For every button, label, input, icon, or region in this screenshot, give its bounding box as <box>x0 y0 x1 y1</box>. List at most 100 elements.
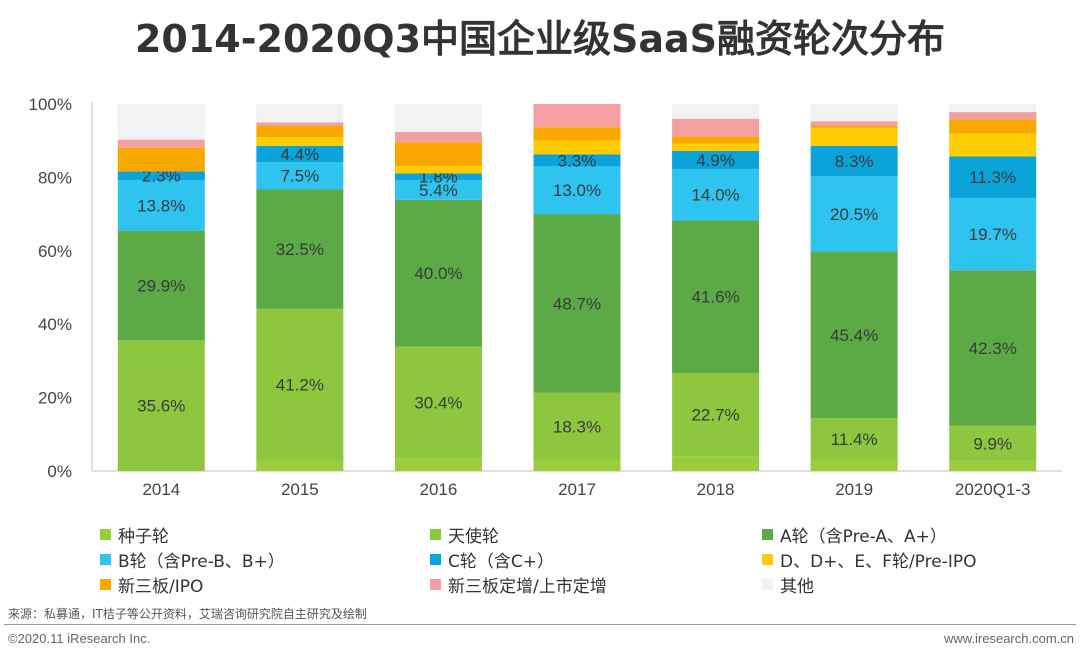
data-label: 35.6% <box>137 397 185 416</box>
bar-segment <box>672 150 760 169</box>
data-label: 29.9% <box>137 276 185 295</box>
bar-segment <box>394 131 482 143</box>
bar-segment <box>672 136 760 144</box>
bar-segment <box>810 145 898 177</box>
y-tick-label: 60% <box>38 242 72 261</box>
legend-item-seed: 种子轮 <box>100 522 169 547</box>
y-tick-label: 80% <box>38 168 72 187</box>
bar-segment <box>949 425 1037 462</box>
bar-segment <box>394 166 482 174</box>
data-label: 3.3% <box>558 151 597 170</box>
data-label: 8.3% <box>835 152 874 171</box>
bar-segment <box>394 458 482 471</box>
y-tick-label: 40% <box>38 315 72 334</box>
bar-segment <box>949 270 1037 426</box>
bar-segment <box>117 230 205 341</box>
stacked-bar-chart: 0%20%40%60%80%100%35.6%29.9%13.8%2.3%201… <box>29 95 1062 499</box>
bar-segment <box>256 137 344 146</box>
bar-segment <box>256 122 344 127</box>
legend-swatch <box>100 529 111 540</box>
legend-label: 天使轮 <box>448 527 499 547</box>
website-link[interactable]: www.iresearch.com.cn <box>943 631 1074 646</box>
bar-segment <box>810 104 898 122</box>
data-label: 11.3% <box>969 168 1016 187</box>
data-label: 4.4% <box>280 145 319 164</box>
legend-swatch <box>762 579 773 590</box>
x-tick-label: 2015 <box>281 480 319 499</box>
bar-segment <box>394 142 482 167</box>
x-tick-label: 2016 <box>420 480 458 499</box>
bar-segment <box>256 459 344 471</box>
data-label: 41.2% <box>276 375 324 394</box>
bar-segment <box>949 112 1037 120</box>
legend-item-other: 其他 <box>762 572 814 597</box>
data-label: 14.0% <box>691 186 739 205</box>
bar-segment <box>533 154 621 167</box>
bar-segment <box>256 308 344 460</box>
data-label: 32.5% <box>276 240 324 259</box>
x-tick-label: 2019 <box>835 480 873 499</box>
source-note: 来源：私募通，IT桔子等公开资料，艾瑞咨询研究院自主研究及绘制 <box>8 607 367 621</box>
legend-swatch <box>762 529 773 540</box>
legend-label: D、D+、E、F轮/Pre-IPO <box>780 552 977 572</box>
bar-segment <box>394 173 482 180</box>
legend-label: 新三板定增/上市定增 <box>448 577 607 597</box>
bar-segment <box>949 119 1037 134</box>
bar-segment <box>394 199 482 347</box>
legend-swatch <box>100 579 111 590</box>
bar-segment <box>672 220 760 374</box>
bar-segment <box>949 156 1037 198</box>
bar-segment <box>949 461 1037 471</box>
bar-segment <box>117 340 205 471</box>
bar-segment <box>256 161 344 190</box>
bar-segment <box>117 179 205 231</box>
bar-segment <box>117 171 205 180</box>
legend-item-round-d-ipo: D、D+、E、F轮/Pre-IPO <box>762 547 976 572</box>
data-label: 13.0% <box>553 181 601 200</box>
legend-item-private-placement: 新三板定增/上市定增 <box>430 572 607 597</box>
data-label: 48.7% <box>553 294 601 313</box>
legend-item-round-a: A轮（含Pre-A、A+） <box>762 522 947 547</box>
bar-segment <box>810 121 898 127</box>
data-label: 22.7% <box>691 406 739 425</box>
bar-segment <box>117 147 205 172</box>
data-label: 45.4% <box>830 326 878 345</box>
legend-label: B轮（含Pre-B、B+） <box>118 552 285 572</box>
legend-item-round-b: B轮（含Pre-B、B+） <box>100 547 285 572</box>
legend-label: 种子轮 <box>118 527 169 547</box>
y-tick-label: 20% <box>38 389 72 408</box>
data-label: 20.5% <box>830 205 878 224</box>
legend-item-angel: 天使轮 <box>430 522 499 547</box>
legend-swatch <box>430 579 441 590</box>
x-tick-label: 2020Q1-3 <box>955 480 1031 499</box>
legend-label: 其他 <box>780 577 814 597</box>
bar-segment <box>810 251 898 419</box>
x-tick-label: 2017 <box>558 480 596 499</box>
data-label: 7.5% <box>280 167 319 186</box>
data-label: 19.7% <box>969 225 1017 244</box>
legend-item-round-c: C轮（含C+） <box>430 547 554 572</box>
legend-label: 新三板/IPO <box>118 577 204 597</box>
bar-segment <box>533 459 621 471</box>
data-label: 40.0% <box>414 264 462 283</box>
bar-segment <box>533 214 621 393</box>
data-label: 30.4% <box>414 393 462 412</box>
bar-segment <box>672 104 760 119</box>
bar-segment <box>117 104 205 140</box>
data-label: 18.3% <box>553 417 601 436</box>
legend: 种子轮 天使轮 A轮（含Pre-A、A+） B轮（含Pre-B、B+） C轮（含… <box>100 522 1060 600</box>
data-label: 4.9% <box>696 151 735 170</box>
x-tick-label: 2014 <box>142 480 180 499</box>
bar-segment <box>117 139 205 148</box>
copyright: ©2020.11 iResearch Inc. <box>8 631 151 646</box>
bar-segment <box>256 104 344 123</box>
bar-segment <box>533 104 621 128</box>
bar-segment <box>810 126 898 128</box>
bar-segment <box>533 140 621 155</box>
legend-label: A轮（含Pre-A、A+） <box>780 527 947 547</box>
legend-swatch <box>430 554 441 565</box>
data-label: 13.8% <box>137 196 185 215</box>
bar-segment <box>949 104 1037 113</box>
bar-segment <box>810 418 898 460</box>
legend-swatch <box>100 554 111 565</box>
